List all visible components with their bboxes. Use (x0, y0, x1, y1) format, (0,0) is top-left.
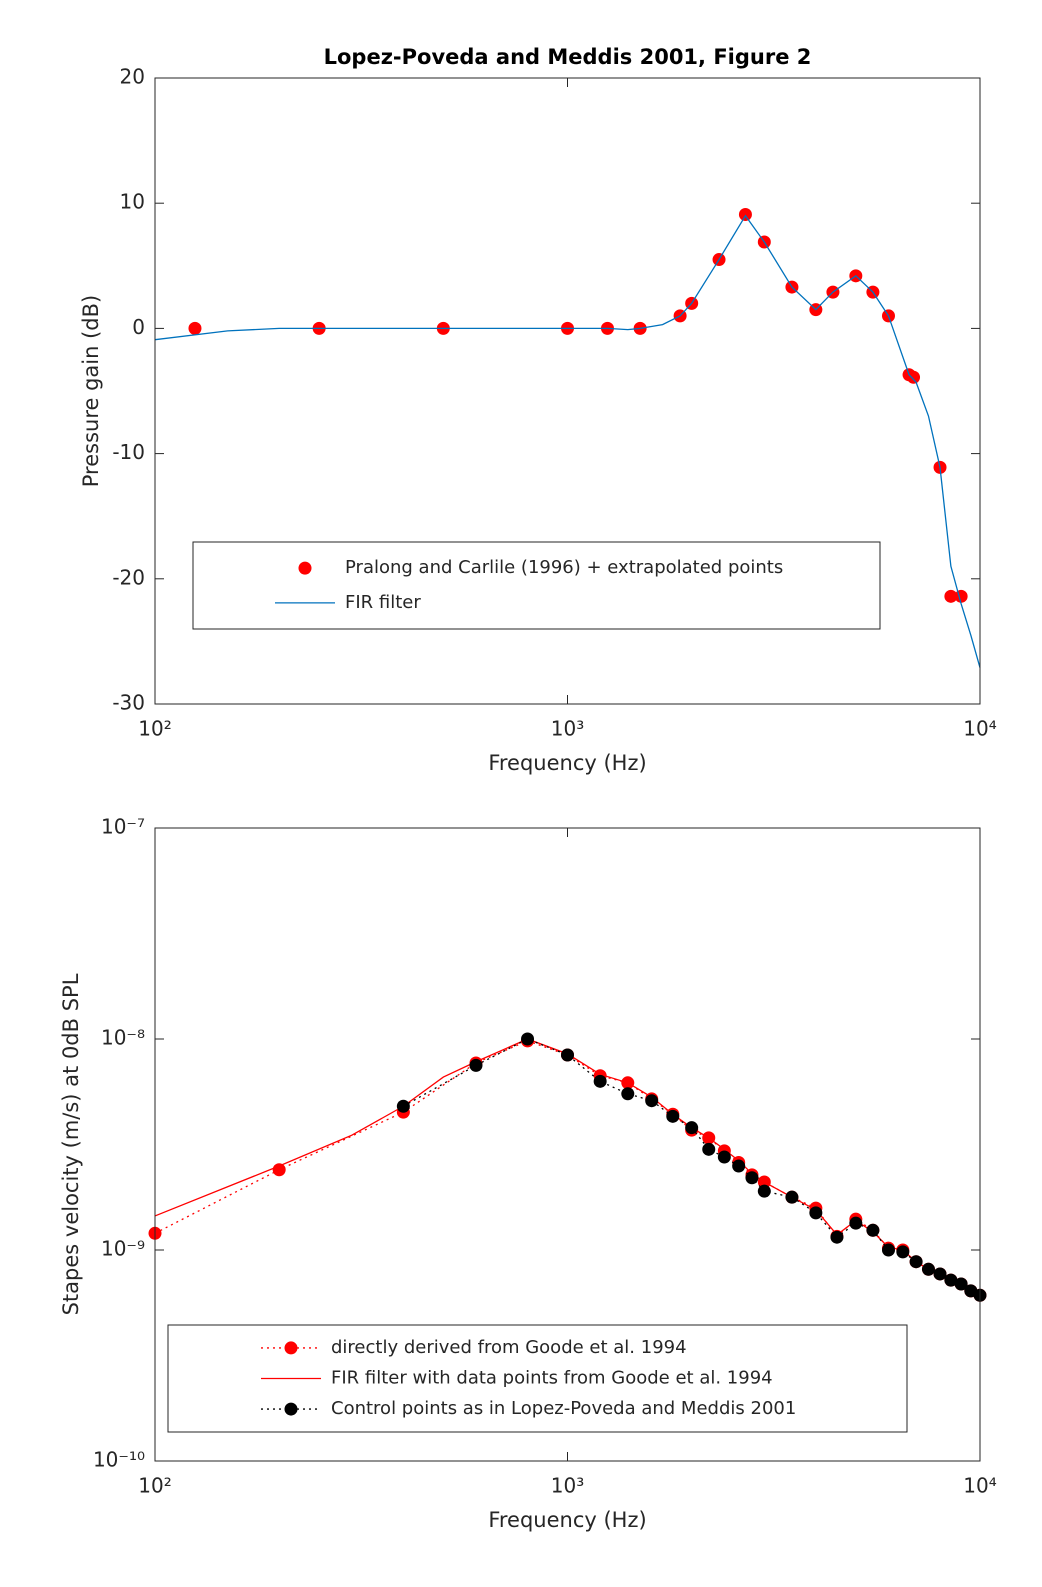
data-point (188, 321, 202, 335)
data-point (732, 1159, 746, 1173)
y-tick-label: 10⁻⁸ (101, 1026, 145, 1050)
legend-marker (284, 1341, 298, 1355)
y-axis-label: Stapes velocity (m/s) at 0dB SPL (59, 973, 83, 1315)
y-tick-label: 10⁻¹⁰ (93, 1448, 145, 1472)
legend-label: directly derived from Goode et al. 1994 (331, 1337, 687, 1358)
legend-marker (298, 561, 312, 575)
x-tick-label: 10² (138, 1474, 171, 1498)
legend-label: Pralong and Carlile (1996) + extrapolate… (345, 557, 783, 578)
data-point (521, 1032, 535, 1046)
data-point (561, 1048, 574, 1062)
x-tick-label: 10³ (551, 717, 584, 741)
data-point (954, 1277, 968, 1291)
y-tick-label: -10 (112, 440, 145, 464)
legend-label: FIR filter (345, 592, 421, 613)
x-axis-label: Frequency (Hz) (488, 1508, 646, 1532)
data-point (830, 1230, 844, 1244)
data-point (944, 589, 958, 603)
y-tick-label: -20 (112, 565, 145, 589)
y-tick-label: 10⁻⁹ (101, 1237, 145, 1261)
data-point (954, 589, 968, 603)
data-point (907, 370, 921, 384)
data-point (666, 1109, 680, 1123)
data-point (785, 1190, 799, 1204)
x-tick-label: 10³ (551, 1474, 584, 1498)
axes-box (154, 77, 981, 705)
series-group (154, 207, 981, 668)
data-point (909, 1255, 923, 1269)
series-line (403, 1038, 981, 1296)
chart-title: Lopez-Poveda and Meddis 2001, Figure 2 (324, 45, 812, 69)
data-point (881, 1243, 895, 1257)
y-tick-label: 10⁻⁷ (101, 815, 145, 839)
x-tick-label: 10² (138, 717, 171, 741)
x-tick-label: 10⁴ (963, 1474, 996, 1498)
legend-label: Control points as in Lopez-Poveda and Me… (331, 1398, 796, 1419)
data-point (702, 1142, 716, 1156)
data-point (396, 1099, 410, 1113)
data-point (896, 1245, 910, 1259)
legend-box (192, 541, 881, 630)
data-point (866, 1223, 880, 1237)
x-axis-label: Frequency (Hz) (488, 751, 646, 775)
x-tick-label: 10⁴ (963, 717, 996, 741)
y-tick-label: 10 (120, 190, 145, 214)
data-point (593, 1074, 607, 1088)
series-line (154, 214, 981, 668)
data-point (933, 1267, 947, 1281)
data-point (469, 1058, 483, 1072)
data-point (685, 1121, 699, 1135)
legend-label: FIR filter with data points from Goode e… (331, 1368, 773, 1389)
data-point (645, 1094, 659, 1108)
data-point (745, 1171, 759, 1185)
legend-marker (284, 1402, 298, 1416)
y-tick-label: 0 (132, 315, 145, 339)
data-point (757, 1184, 771, 1198)
data-point (621, 1087, 635, 1101)
data-point (921, 1262, 935, 1276)
axes-box (154, 827, 981, 1462)
y-tick-label: 20 (120, 65, 145, 89)
data-point (809, 1206, 823, 1220)
data-point (849, 1216, 863, 1230)
y-axis-label: Pressure gain (dB) (79, 295, 103, 488)
data-point (944, 1273, 958, 1287)
data-point (738, 207, 752, 221)
data-point (272, 1163, 286, 1177)
data-point (717, 1150, 731, 1164)
y-tick-label: -30 (112, 691, 145, 715)
